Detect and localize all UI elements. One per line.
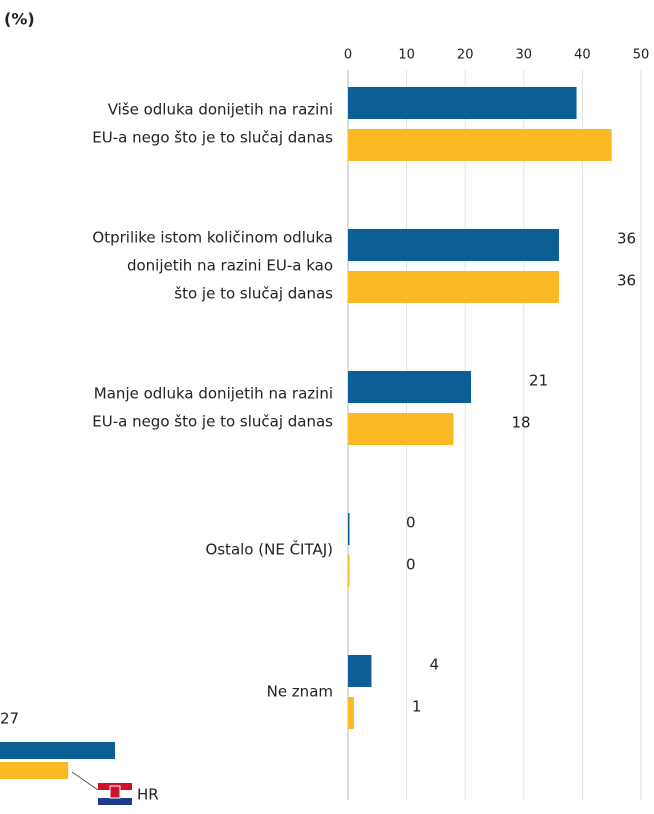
- inset-bar: [0, 742, 116, 759]
- category-label: EU-a nego što je to slučaj danas: [92, 413, 333, 431]
- bar: [348, 129, 612, 161]
- category-label: Manje odluka donijetih na razini: [94, 385, 333, 403]
- category-label: što je to slučaj danas: [174, 285, 333, 303]
- value-label: 4: [429, 656, 439, 674]
- x-tick-label: 10: [398, 48, 415, 63]
- category-label: Otprilike istom količinom odluka: [92, 229, 333, 247]
- bar: [348, 655, 372, 687]
- category-label: Više odluka donijetih na razini: [108, 101, 333, 119]
- x-tick-label: 20: [457, 48, 474, 63]
- bar: [348, 371, 472, 403]
- flag: [98, 783, 132, 805]
- category-label: Ostalo (NE ČITAJ): [205, 540, 333, 559]
- bar: [348, 229, 559, 261]
- bar: [348, 87, 577, 119]
- leader-line: [71, 771, 99, 791]
- value-label: 36: [617, 272, 636, 290]
- bar: [348, 697, 354, 729]
- value-label: 0: [406, 514, 416, 532]
- x-tick-label: 40: [574, 48, 591, 63]
- value-label: 21: [529, 372, 548, 390]
- unit-label: (%): [4, 10, 35, 29]
- value-label: 36: [617, 230, 636, 248]
- category-label: EU-a nego što je to slučaj danas: [92, 129, 333, 147]
- legend-label: HR: [137, 786, 159, 804]
- value-label: 0: [406, 556, 416, 574]
- inset-value-label: 27: [0, 710, 19, 728]
- bar: [348, 513, 350, 545]
- value-label: 1: [412, 698, 422, 716]
- bar: [348, 555, 350, 587]
- x-tick-label: 0: [344, 48, 352, 63]
- x-tick-label: 50: [633, 48, 650, 63]
- bar: [348, 271, 559, 303]
- category-label: donijetih na razini EU-a kao: [127, 257, 333, 275]
- x-tick-label: 30: [516, 48, 533, 63]
- bar: [348, 413, 454, 445]
- category-label: Ne znam: [267, 683, 333, 701]
- inset-bar: [0, 762, 69, 779]
- value-label: 18: [511, 414, 530, 432]
